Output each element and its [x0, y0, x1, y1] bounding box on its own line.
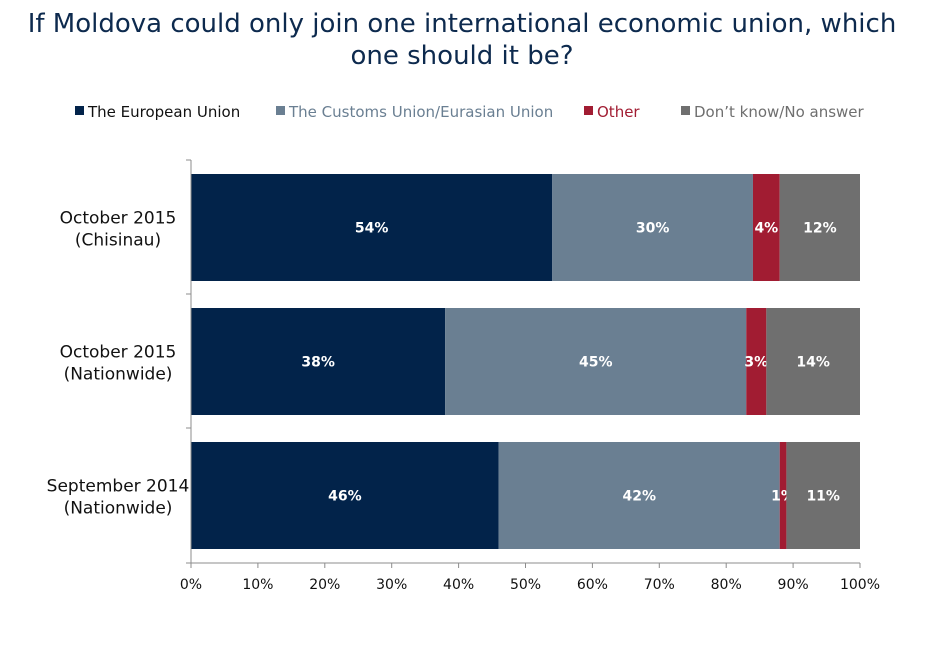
- bar-the-european-union-3: [191, 442, 499, 549]
- category-label-2-line-1: October 2015: [60, 343, 177, 363]
- axes: 0% 10% 20% 30% 40% 50% 60% 70% 80% 90% 100%: [180, 159, 880, 593]
- data-label-the-european-union-3: 46%: [328, 489, 362, 505]
- bar-the-customs-union-eurasian-union-2: [445, 308, 747, 415]
- chart-title-line-1: If Moldova could only join one internati…: [28, 9, 897, 39]
- x-tick-label-40: 40%: [443, 577, 474, 593]
- legend-swatch-don-t-know-no-answer: [681, 106, 690, 115]
- data-label-the-european-union-2: 38%: [301, 355, 335, 371]
- category-label-1-line-2: (Chisinau): [75, 231, 161, 251]
- bars: 54% 30% 4% 12%October 2015(Chisinau)38% 45% 3…: [47, 174, 860, 549]
- legend-label-the-european-union: The European Union: [87, 103, 240, 121]
- data-label-don-t-know-no-answer-3: 11%: [806, 489, 840, 505]
- bar-don-t-know-no-answer-2: [766, 308, 860, 415]
- bar-the-customs-union-eurasian-union-1: [552, 174, 753, 281]
- legend-label-other: Other: [597, 103, 640, 121]
- bar-don-t-know-no-answer-3: [786, 442, 860, 549]
- bar-other-1: [752, 174, 780, 281]
- bar-the-european-union-1: [191, 174, 553, 281]
- data-label-don-t-know-no-answer-2: 14%: [796, 355, 830, 371]
- x-tick-label-100: 100%: [840, 577, 880, 593]
- data-label-the-customs-union-eurasian-union-1: 30%: [636, 221, 670, 237]
- x-tick-label-80: 80%: [711, 577, 742, 593]
- bar-other-2: [746, 308, 767, 415]
- bar-don-t-know-no-answer-1: [779, 174, 860, 281]
- x-tick-label-90: 90%: [778, 577, 809, 593]
- data-label-don-t-know-no-answer-1: 12%: [803, 221, 837, 237]
- x-tick-label-30: 30%: [376, 577, 407, 593]
- legend-label-the-customs-union-eurasian-union: The Customs Union/Eurasian Union: [288, 103, 553, 121]
- x-tick-label-70: 70%: [644, 577, 675, 593]
- bar-the-european-union-2: [191, 308, 446, 415]
- chart-title: If Moldova could only join one internati…: [28, 9, 897, 71]
- x-tick-label-0: 0%: [180, 577, 202, 593]
- data-label-other-1: 4%: [754, 221, 778, 237]
- bar-the-customs-union-eurasian-union-3: [498, 442, 780, 549]
- data-label-other-2: 3%: [744, 355, 768, 371]
- category-label-2-line-2: (Nationwide): [64, 365, 173, 385]
- x-tick-label-20: 20%: [309, 577, 340, 593]
- data-label-the-european-union-1: 54%: [355, 221, 389, 237]
- category-label-1-line-1: October 2015: [60, 209, 177, 229]
- data-label-the-customs-union-eurasian-union-2: 45%: [579, 355, 613, 371]
- legend-label-don-t-know-no-answer: Don’t know/No answer: [694, 103, 865, 121]
- x-tick-label-10: 10%: [242, 577, 273, 593]
- data-label-the-customs-union-eurasian-union-3: 42%: [622, 489, 656, 505]
- category-label-3-line-1: September 2014: [47, 477, 190, 497]
- category-label-3-line-2: (Nationwide): [64, 499, 173, 519]
- x-tick-label-60: 60%: [577, 577, 608, 593]
- x-tick-label-50: 50%: [510, 577, 541, 593]
- legend-swatch-the-european-union: [75, 106, 84, 115]
- legend-swatch-other: [584, 106, 593, 115]
- bar-other-3: [779, 442, 787, 549]
- legend: The European Union The Customs Union/Eura…: [75, 103, 865, 121]
- legend-swatch-the-customs-union-eurasian-union: [276, 106, 285, 115]
- chart-title-line-2: one should it be?: [350, 41, 573, 71]
